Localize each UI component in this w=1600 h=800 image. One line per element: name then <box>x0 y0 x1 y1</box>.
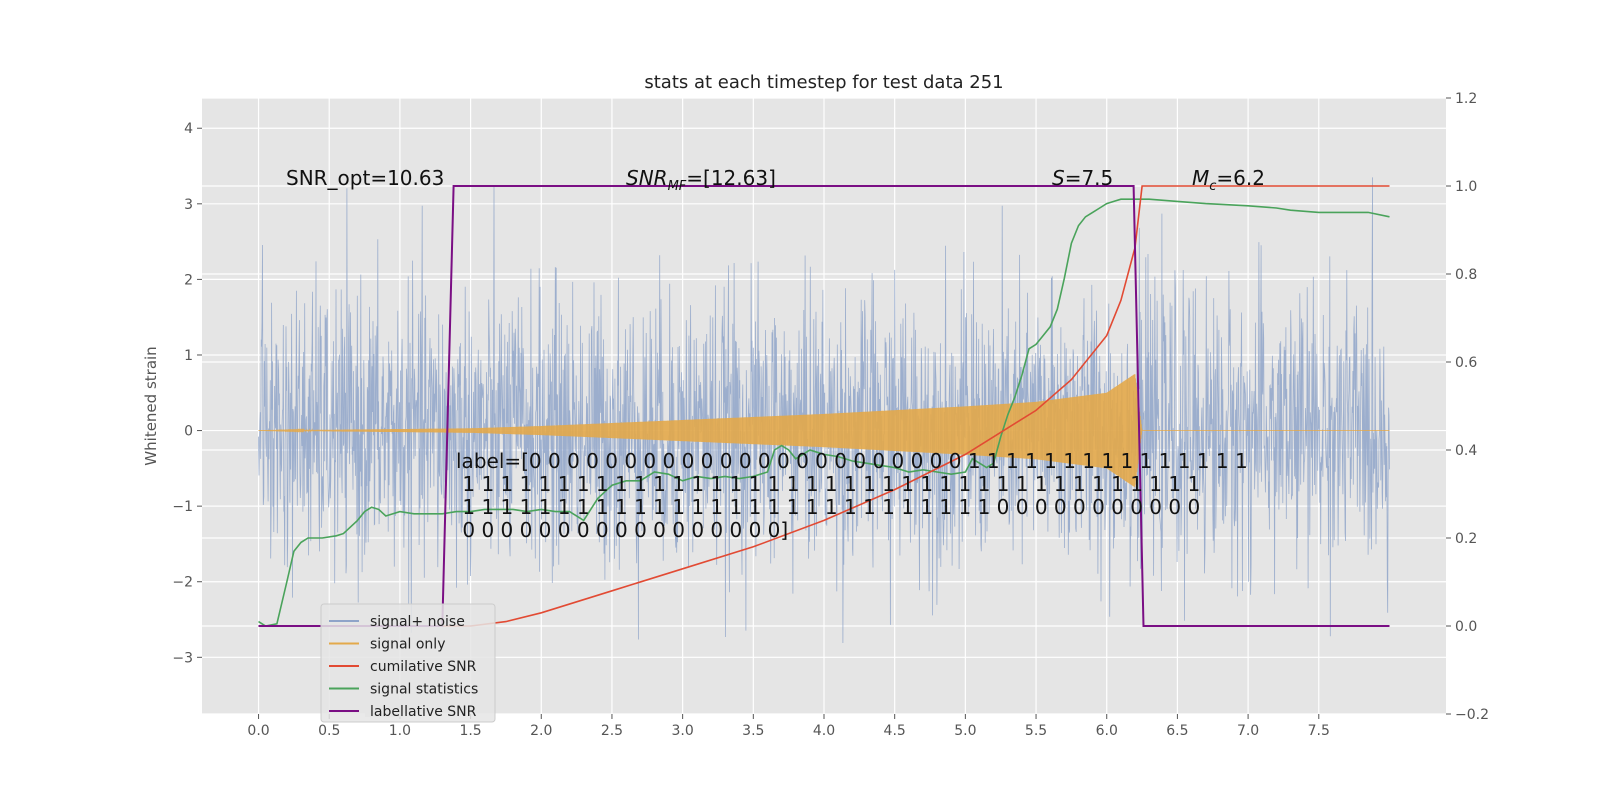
label-text-line: 1 1 1 1 1 1 1 1 1 1 1 1 1 1 1 1 1 1 1 1 … <box>456 472 1200 496</box>
x-tick-label: 5.5 <box>1025 723 1047 739</box>
y-tick-label: −2 <box>172 575 193 591</box>
y2-tick-label: 0.0 <box>1455 619 1477 635</box>
legend-label: signal only <box>370 637 445 653</box>
y-tick-label: 1 <box>184 348 193 364</box>
x-tick-label: 2.0 <box>530 723 552 739</box>
y2-tick-label: 1.2 <box>1455 91 1477 107</box>
series-signal-only <box>258 374 1390 488</box>
x-tick-label: 6.0 <box>1096 723 1118 739</box>
chart-title: stats at each timestep for test data 251 <box>644 72 1003 93</box>
y2-tick-label: 0.8 <box>1455 267 1477 283</box>
y2-tick-label: 0.4 <box>1455 443 1477 459</box>
x-tick-label: 1.0 <box>389 723 411 739</box>
x-tick-label: 0.0 <box>247 723 269 739</box>
y-tick-label: 0 <box>184 424 193 440</box>
x-tick-label: 3.0 <box>672 723 694 739</box>
legend-label: label <box>370 704 404 720</box>
series-line-signal-statistics <box>258 198 1390 627</box>
x-tick-label: 4.5 <box>884 723 906 739</box>
x-tick-label: 2.5 <box>601 723 623 739</box>
label-text-line: 0 0 0 0 0 0 0 0 0 0 0 0 0 0 0 0 0] <box>456 518 788 542</box>
x-tick-label: 1.5 <box>459 723 481 739</box>
x-tick-label: 4.0 <box>813 723 835 739</box>
annotation-s: S=7.5 <box>1052 166 1113 190</box>
label-text-line: label=[0 0 0 0 0 0 0 0 0 0 0 0 0 0 0 0 0… <box>456 449 1248 473</box>
x-tick-label: 0.5 <box>318 723 340 739</box>
axis-ticks: 0.0 0.5 1.0 1.5 2.0 2.5 3.0 3.5 4.0 4.5 5.0 5.5 6.0 6… <box>172 91 1489 739</box>
label-text-line: 1 1 1 1 1 1 1 1 1 1 1 1 1 1 1 1 1 1 1 1 … <box>456 495 1200 519</box>
x-tick-label: 6.5 <box>1166 723 1188 739</box>
x-tick-label: 7.5 <box>1308 723 1330 739</box>
y2-tick-label: 1.0 <box>1455 179 1477 195</box>
y-tick-label: 4 <box>184 121 193 137</box>
x-tick-label: 5.0 <box>954 723 976 739</box>
y-tick-label: 3 <box>184 197 193 213</box>
annotation-snr-mf: SNRMF=[12.63] <box>626 166 776 194</box>
y2-tick-label: 0.2 <box>1455 531 1477 547</box>
legend-label: cumilative SNR <box>370 659 477 675</box>
series-line-cumulative-snr <box>258 185 1390 627</box>
legend-box <box>320 603 496 723</box>
y-tick-label: −1 <box>172 499 193 515</box>
y-tick-label: 2 <box>184 272 193 288</box>
y-axis-label: Whitened strain <box>142 346 160 465</box>
legend-label: signal statistics <box>370 682 478 698</box>
x-tick-label: 7.0 <box>1237 723 1259 739</box>
y2-tick-label: −0.2 <box>1455 707 1489 723</box>
x-tick-label: 3.5 <box>742 723 764 739</box>
y2-tick-label: 0.6 <box>1455 355 1477 371</box>
series-line-signal-only <box>258 374 1390 488</box>
legend-label-backdrop <box>365 699 403 717</box>
annotation-snr-opt: SNR_opt=10.63 <box>286 166 444 190</box>
legend-label: signal+ noise <box>370 614 465 630</box>
annotation-mc: Mc=6.2 <box>1192 166 1265 194</box>
label-array-text: label=[0 0 0 0 0 0 0 0 0 0 0 0 0 0 0 0 0… <box>456 449 1248 542</box>
y-tick-label: −3 <box>172 650 193 666</box>
